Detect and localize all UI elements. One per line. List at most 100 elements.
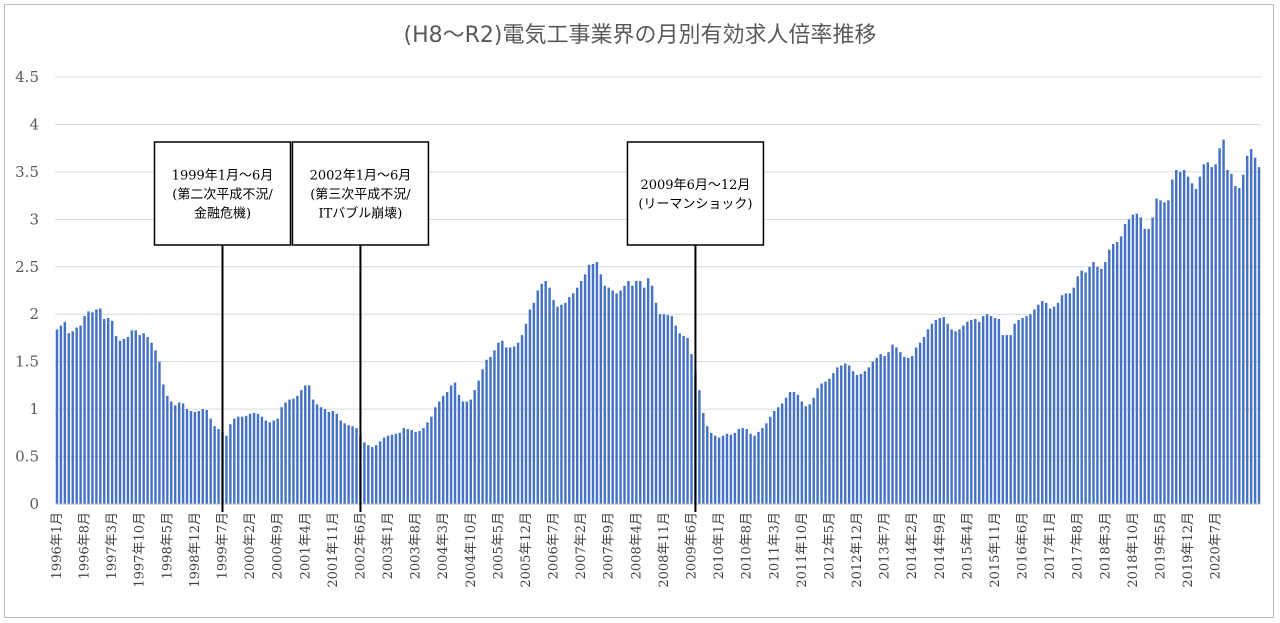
bar xyxy=(296,395,299,504)
bar xyxy=(619,290,622,504)
bar xyxy=(158,361,161,504)
bar xyxy=(769,416,772,504)
y-tick-label: 4.5 xyxy=(15,68,39,86)
bar xyxy=(934,319,938,504)
bar xyxy=(1234,186,1237,504)
bar xyxy=(430,416,433,504)
bar xyxy=(832,373,835,504)
bar xyxy=(910,355,914,504)
bar xyxy=(1135,213,1139,504)
y-tick-label: 3 xyxy=(29,210,39,228)
bar xyxy=(75,327,78,504)
bar xyxy=(457,394,461,504)
x-tick-label: 1999年7月 xyxy=(216,512,231,579)
x-tick-label: 2011年10月 xyxy=(795,512,810,588)
bar xyxy=(903,356,906,504)
bar xyxy=(300,390,303,504)
bar xyxy=(1159,200,1162,505)
bar xyxy=(1033,309,1036,504)
bar xyxy=(323,409,327,504)
bar xyxy=(792,392,796,504)
bar xyxy=(477,380,480,504)
bar xyxy=(1182,169,1186,505)
bar xyxy=(1001,335,1005,504)
x-tick-label: 2010年1月 xyxy=(712,512,727,579)
bar xyxy=(899,352,902,504)
bar xyxy=(189,411,193,504)
bar xyxy=(737,429,741,504)
bar xyxy=(1194,188,1198,504)
bar xyxy=(268,422,272,504)
bar xyxy=(698,390,701,504)
x-tick-label: 2001年4月 xyxy=(298,512,313,579)
bar xyxy=(493,350,496,504)
x-tick-label: 2003年8月 xyxy=(409,512,424,579)
bar xyxy=(1127,219,1131,504)
bar xyxy=(1025,316,1028,504)
y-tick-label: 0.5 xyxy=(15,448,39,466)
bar xyxy=(406,429,409,504)
bar xyxy=(264,420,268,504)
bar xyxy=(977,321,981,504)
bar xyxy=(319,407,323,504)
bar xyxy=(1064,293,1068,504)
x-tick-label: 2013年7月 xyxy=(878,512,893,579)
bar xyxy=(150,342,153,504)
bar xyxy=(355,428,358,504)
bar xyxy=(233,418,236,504)
bar xyxy=(229,424,232,504)
bar xyxy=(91,312,94,504)
bar xyxy=(765,423,768,504)
bar xyxy=(335,413,339,504)
x-tick-label: 2008年11月 xyxy=(657,512,672,588)
bar xyxy=(1257,167,1261,504)
bar xyxy=(1202,164,1206,505)
bar xyxy=(331,411,335,504)
bar xyxy=(1222,139,1225,504)
bar xyxy=(1131,214,1135,504)
bar xyxy=(205,410,208,504)
x-tick-label: 2014年2月 xyxy=(905,512,920,579)
annotations: 1999年1月～6月 (第二次平成不況/金融危機) 2002年1月～6月 (第三次平成… xyxy=(153,141,765,512)
bar xyxy=(895,347,898,504)
x-tick-label: 2017年1月 xyxy=(1043,512,1058,579)
bar xyxy=(307,385,311,504)
bar xyxy=(540,283,543,504)
bar xyxy=(166,395,169,504)
bar xyxy=(110,320,114,504)
bar xyxy=(481,369,484,504)
bar xyxy=(252,412,256,504)
bar xyxy=(918,342,922,504)
bar xyxy=(284,402,287,504)
x-tick-label: 2002年6月 xyxy=(353,512,368,579)
bar xyxy=(1245,155,1249,504)
bar xyxy=(812,397,815,504)
x-tick-label: 2007年9月 xyxy=(602,512,617,579)
x-tick-label: 2000年2月 xyxy=(243,512,258,579)
bar xyxy=(741,428,744,504)
bar xyxy=(843,363,847,504)
bar xyxy=(658,314,662,504)
bar xyxy=(997,318,1001,504)
bar xyxy=(1253,157,1257,504)
x-tick-label: 2019年12月 xyxy=(1181,512,1196,588)
bar xyxy=(713,435,717,504)
bar xyxy=(63,321,67,504)
bar xyxy=(922,337,926,504)
annotation-box xyxy=(626,141,765,246)
bar xyxy=(603,285,607,504)
bar xyxy=(1060,295,1064,504)
bar xyxy=(146,337,149,504)
bar xyxy=(1210,167,1213,504)
bar xyxy=(796,394,800,504)
bar xyxy=(1139,217,1143,504)
bar xyxy=(173,405,177,504)
annotation-text: ITバブル崩壊) xyxy=(318,206,402,222)
x-tick-label: 2018年3月 xyxy=(1098,512,1113,579)
bar xyxy=(347,425,350,504)
bar xyxy=(260,416,264,504)
x-tick-label: 2004年10月 xyxy=(464,512,479,588)
x-tick-label: 1996年8月 xyxy=(78,512,93,579)
bar xyxy=(631,285,634,504)
chart-frame: (H8～R2)電気工事業界の月別有効求人倍率推移 0 0.5 1 1.5 2 2.5 3 3.… xyxy=(4,4,1274,618)
